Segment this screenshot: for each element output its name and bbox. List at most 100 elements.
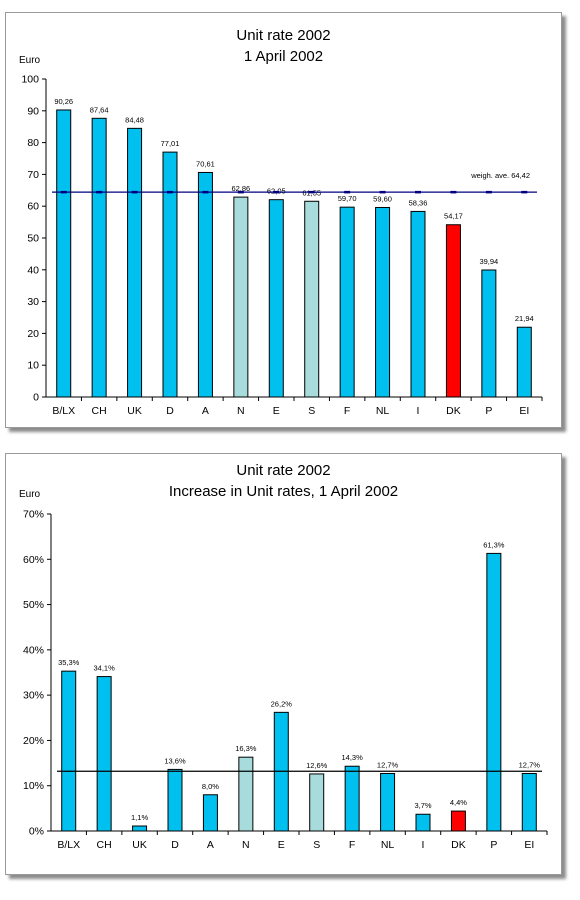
x-tick-label: D bbox=[166, 405, 174, 417]
bar-ei bbox=[516, 326, 532, 398]
x-tick-label: S bbox=[313, 839, 320, 851]
bar-ei bbox=[521, 772, 537, 832]
data-label: 77,01 bbox=[161, 139, 180, 148]
x-tick-label: A bbox=[207, 839, 214, 851]
data-label: 12,7% bbox=[519, 760, 541, 769]
x-tick-label: EI bbox=[519, 405, 529, 417]
x-tick-label: DK bbox=[446, 405, 461, 417]
y-tick-label: 50% bbox=[23, 599, 44, 611]
bar-dk bbox=[445, 224, 461, 398]
bar-e bbox=[268, 199, 284, 398]
data-label: 62,86 bbox=[231, 184, 250, 193]
data-label: 34,1% bbox=[94, 664, 116, 673]
bar-d bbox=[162, 151, 178, 398]
increase-bar-chart: 0% 10% 20% 30% 40% 50% 60% 70% 35,3% B/LX 34,1% CH 1… bbox=[23, 509, 548, 851]
y-tick-label: 10 bbox=[27, 360, 39, 372]
bar-p bbox=[486, 552, 502, 832]
x-tick-label: I bbox=[417, 405, 420, 417]
x-tick-label: E bbox=[278, 839, 285, 851]
chart-subtitle: 1 April 2002 bbox=[243, 48, 324, 65]
bar-a bbox=[197, 171, 213, 398]
data-label: 12,7% bbox=[377, 760, 399, 769]
data-label: 87,64 bbox=[90, 105, 109, 114]
x-tick-label: B/LX bbox=[57, 839, 80, 851]
x-tick-label: EI bbox=[524, 839, 534, 851]
data-label: 12,6% bbox=[306, 761, 328, 770]
y-tick-label: 50 bbox=[27, 233, 39, 245]
bar-i bbox=[415, 813, 431, 832]
bar-ch bbox=[96, 676, 112, 832]
y-tick-label: 0 bbox=[33, 392, 39, 404]
data-label: 14,3% bbox=[342, 753, 364, 762]
weighted-average-label: weigh. ave. 64,42 bbox=[470, 171, 530, 180]
x-tick-label: B/LX bbox=[52, 405, 75, 417]
chart-subtitle: Increase in Unit rates, 1 April 2002 bbox=[168, 483, 399, 500]
bar-n bbox=[238, 756, 254, 832]
x-tick-label: DK bbox=[451, 839, 466, 851]
data-label: 70,61 bbox=[196, 159, 215, 168]
x-tick-label: NL bbox=[381, 839, 395, 851]
x-tick-label: E bbox=[273, 405, 280, 417]
y-tick-label: 20 bbox=[27, 328, 39, 340]
x-tick-label: NL bbox=[376, 405, 390, 417]
y-tick-label: 10% bbox=[23, 780, 44, 792]
bar-d bbox=[167, 768, 183, 832]
x-tick-label: I bbox=[422, 839, 425, 851]
chart-title: Unit rate 2002 bbox=[236, 462, 331, 479]
bar-s bbox=[309, 773, 325, 832]
x-tick-label: F bbox=[349, 839, 355, 851]
data-label: 59,60 bbox=[373, 194, 392, 203]
x-tick-label: D bbox=[171, 839, 179, 851]
data-label: 59,70 bbox=[338, 194, 357, 203]
y-axis-unit-label: Euro bbox=[19, 55, 41, 66]
x-tick-label: CH bbox=[92, 405, 107, 417]
bar-ch bbox=[91, 117, 107, 398]
chart-panel-increase: Unit rate 2002 Increase in Unit rates, 1… bbox=[5, 453, 562, 875]
data-label: 61,3% bbox=[483, 540, 505, 549]
y-tick-label: 100 bbox=[21, 74, 39, 86]
y-tick-label: 70% bbox=[23, 509, 44, 521]
x-tick-label: CH bbox=[97, 839, 112, 851]
bar-uk bbox=[132, 825, 148, 832]
data-label: 39,94 bbox=[479, 257, 498, 266]
bar-f bbox=[344, 765, 360, 832]
y-tick-label: 40% bbox=[23, 644, 44, 656]
bar-i bbox=[410, 210, 426, 398]
x-tick-label: A bbox=[202, 405, 209, 417]
bar-nl bbox=[380, 772, 396, 832]
bar-dk bbox=[450, 810, 466, 832]
y-tick-label: 60% bbox=[23, 554, 44, 566]
bar-f bbox=[339, 206, 355, 398]
bar-p bbox=[481, 269, 497, 398]
x-tick-label: P bbox=[485, 405, 492, 417]
data-label: 84,48 bbox=[125, 115, 144, 124]
data-label: 21,94 bbox=[515, 314, 534, 323]
unit-rate-bar-chart: 0 10 20 30 40 50 60 70 80 90 100 90,26 B/LX 87,64 CH 84… bbox=[21, 74, 543, 417]
x-tick-label: UK bbox=[132, 839, 147, 851]
data-label: 8,0% bbox=[202, 782, 219, 791]
bar-n bbox=[233, 196, 249, 398]
x-tick-label: S bbox=[308, 405, 315, 417]
data-label: 90,26 bbox=[54, 97, 73, 106]
data-label: 13,6% bbox=[164, 756, 186, 765]
y-tick-label: 0% bbox=[29, 826, 44, 838]
y-axis-unit-label: Euro bbox=[19, 489, 41, 500]
data-label: 35,3% bbox=[58, 658, 80, 667]
y-tick-label: 30% bbox=[23, 690, 44, 702]
y-tick-label: 80 bbox=[27, 137, 39, 149]
data-label: 58,36 bbox=[409, 198, 428, 207]
x-tick-label: UK bbox=[127, 405, 142, 417]
bar-a bbox=[202, 794, 218, 832]
bar-nl bbox=[375, 206, 391, 398]
x-tick-label: N bbox=[237, 405, 245, 417]
x-tick-label: P bbox=[490, 839, 497, 851]
y-tick-label: 90 bbox=[27, 105, 39, 117]
data-label: 26,2% bbox=[271, 699, 293, 708]
y-tick-label: 70 bbox=[27, 169, 39, 181]
y-tick-label: 20% bbox=[23, 735, 44, 747]
data-label: 1,1% bbox=[131, 813, 148, 822]
x-tick-label: N bbox=[242, 839, 250, 851]
y-tick-label: 40 bbox=[27, 264, 39, 276]
y-tick-label: 30 bbox=[27, 296, 39, 308]
bar-uk bbox=[127, 127, 143, 398]
